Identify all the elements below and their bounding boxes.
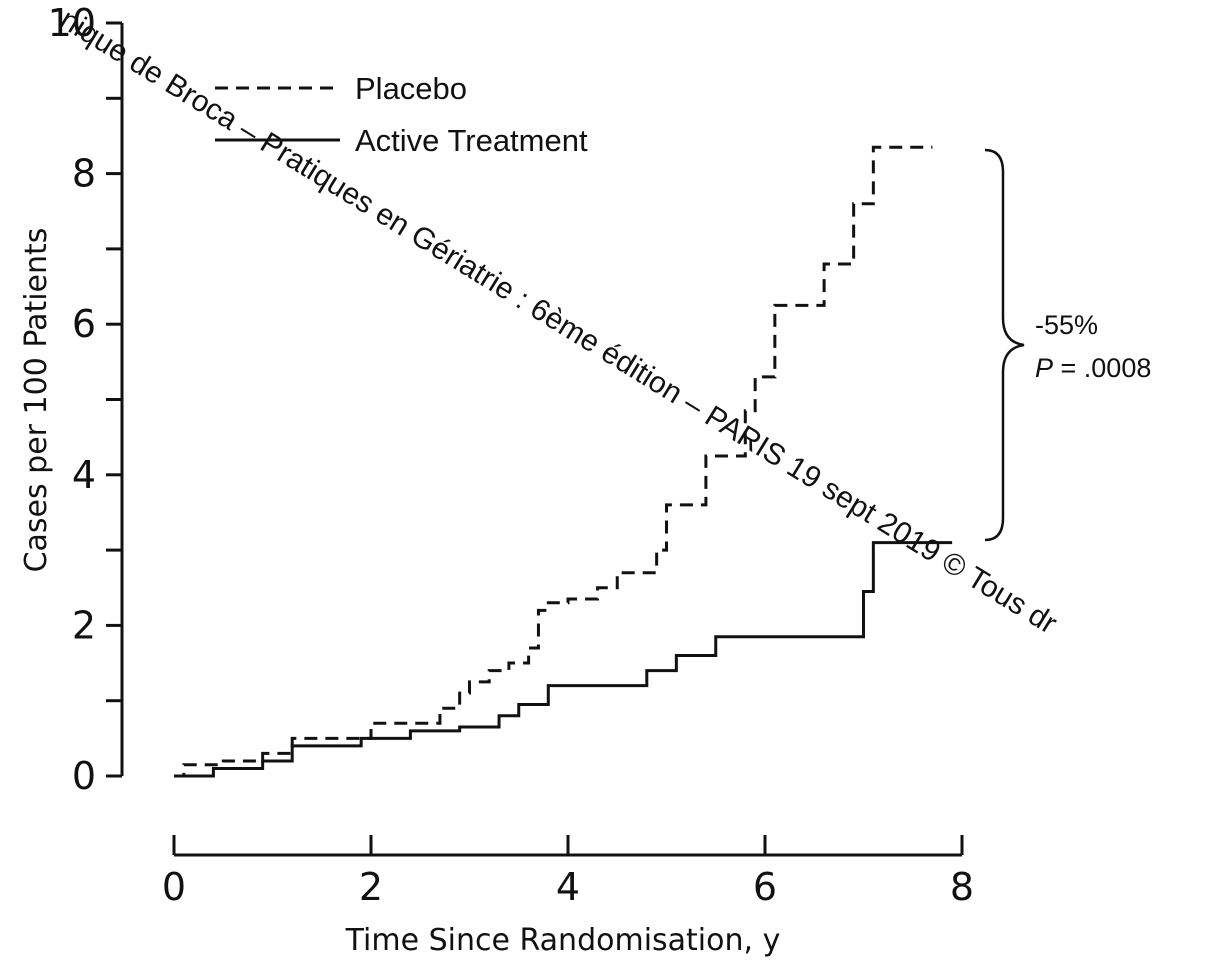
y-tick-label: 6 bbox=[72, 302, 96, 346]
legend: Placebo Active Treatment bbox=[215, 71, 588, 158]
y-tick-label: 0 bbox=[72, 754, 96, 798]
p-value-letter: P bbox=[1035, 353, 1053, 383]
x-tick-label: 0 bbox=[162, 865, 186, 909]
p-value-value: = .0008 bbox=[1053, 353, 1151, 383]
y-axis: 0 2 4 6 8 10 bbox=[48, 1, 124, 798]
series-line-placebo bbox=[174, 145, 933, 778]
reduction-annotation: -55% bbox=[1035, 310, 1098, 340]
legend-active-label: Active Treatment bbox=[355, 123, 588, 158]
x-axis: 0 2 4 6 8 bbox=[162, 835, 974, 909]
y-tick-label: 10 bbox=[48, 1, 96, 45]
y-tick-label: 2 bbox=[72, 603, 96, 647]
x-axis-title: Time Since Randomisation, y bbox=[345, 923, 781, 958]
x-tick-label: 4 bbox=[556, 865, 580, 909]
y-tick-label: 8 bbox=[72, 152, 96, 196]
watermark: nique de Broca – Pratiques en Gériatrie … bbox=[54, 3, 1062, 641]
x-tick-label: 6 bbox=[753, 865, 777, 909]
y-axis-title: Cases per 100 Patients bbox=[19, 228, 54, 573]
difference-brace bbox=[984, 148, 1025, 542]
series-layer bbox=[174, 145, 953, 778]
p-value-annotation: P = .0008 bbox=[1035, 353, 1151, 383]
y-tick-label: 4 bbox=[72, 453, 96, 497]
legend-placebo-label: Placebo bbox=[355, 71, 467, 106]
x-tick-label: 2 bbox=[359, 865, 383, 909]
series-line-active-treatment bbox=[174, 541, 953, 778]
x-tick-label: 8 bbox=[950, 865, 974, 909]
